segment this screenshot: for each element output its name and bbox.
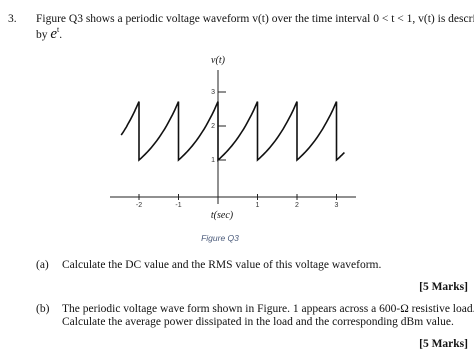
x-tick-label: -1 [175,202,181,209]
x-tick-label: 3 [335,202,339,209]
expression: e [50,26,57,42]
marks: [5 Marks] [419,338,468,350]
part-label: (b) [36,303,50,315]
figure: v(t) t(sec) Figure Q3 -2 -1 1 2 3 1 2 3 [110,55,356,243]
x-tick-label: 2 [295,202,299,209]
figure-caption: Figure Q3 [201,233,239,243]
text: by [36,29,50,41]
x-tick-label: 1 [256,202,260,209]
text: . [59,29,62,41]
part-text: The periodic voltage wave form shown in … [62,303,474,315]
question-number: 3. [8,13,17,25]
waveform [120,101,345,162]
x-tick-label: -2 [136,202,142,209]
marks: [5 Marks] [419,281,468,293]
question-text: Figure Q3 shows a periodic voltage wavef… [36,13,474,25]
part-text: Calculate the average power dissipated i… [62,316,454,328]
part-text: Calculate the DC value and the RMS value… [62,259,381,271]
x-axis-label: t(sec) [211,210,234,221]
question-text: by et. [36,25,62,42]
y-axis-label: v(t) [211,55,226,66]
exponent: t [57,25,60,34]
y-tick-label: 2 [211,123,215,130]
y-tick-label: 3 [211,89,215,96]
y-tick-label: 1 [211,157,215,164]
part-label: (a) [36,259,49,271]
